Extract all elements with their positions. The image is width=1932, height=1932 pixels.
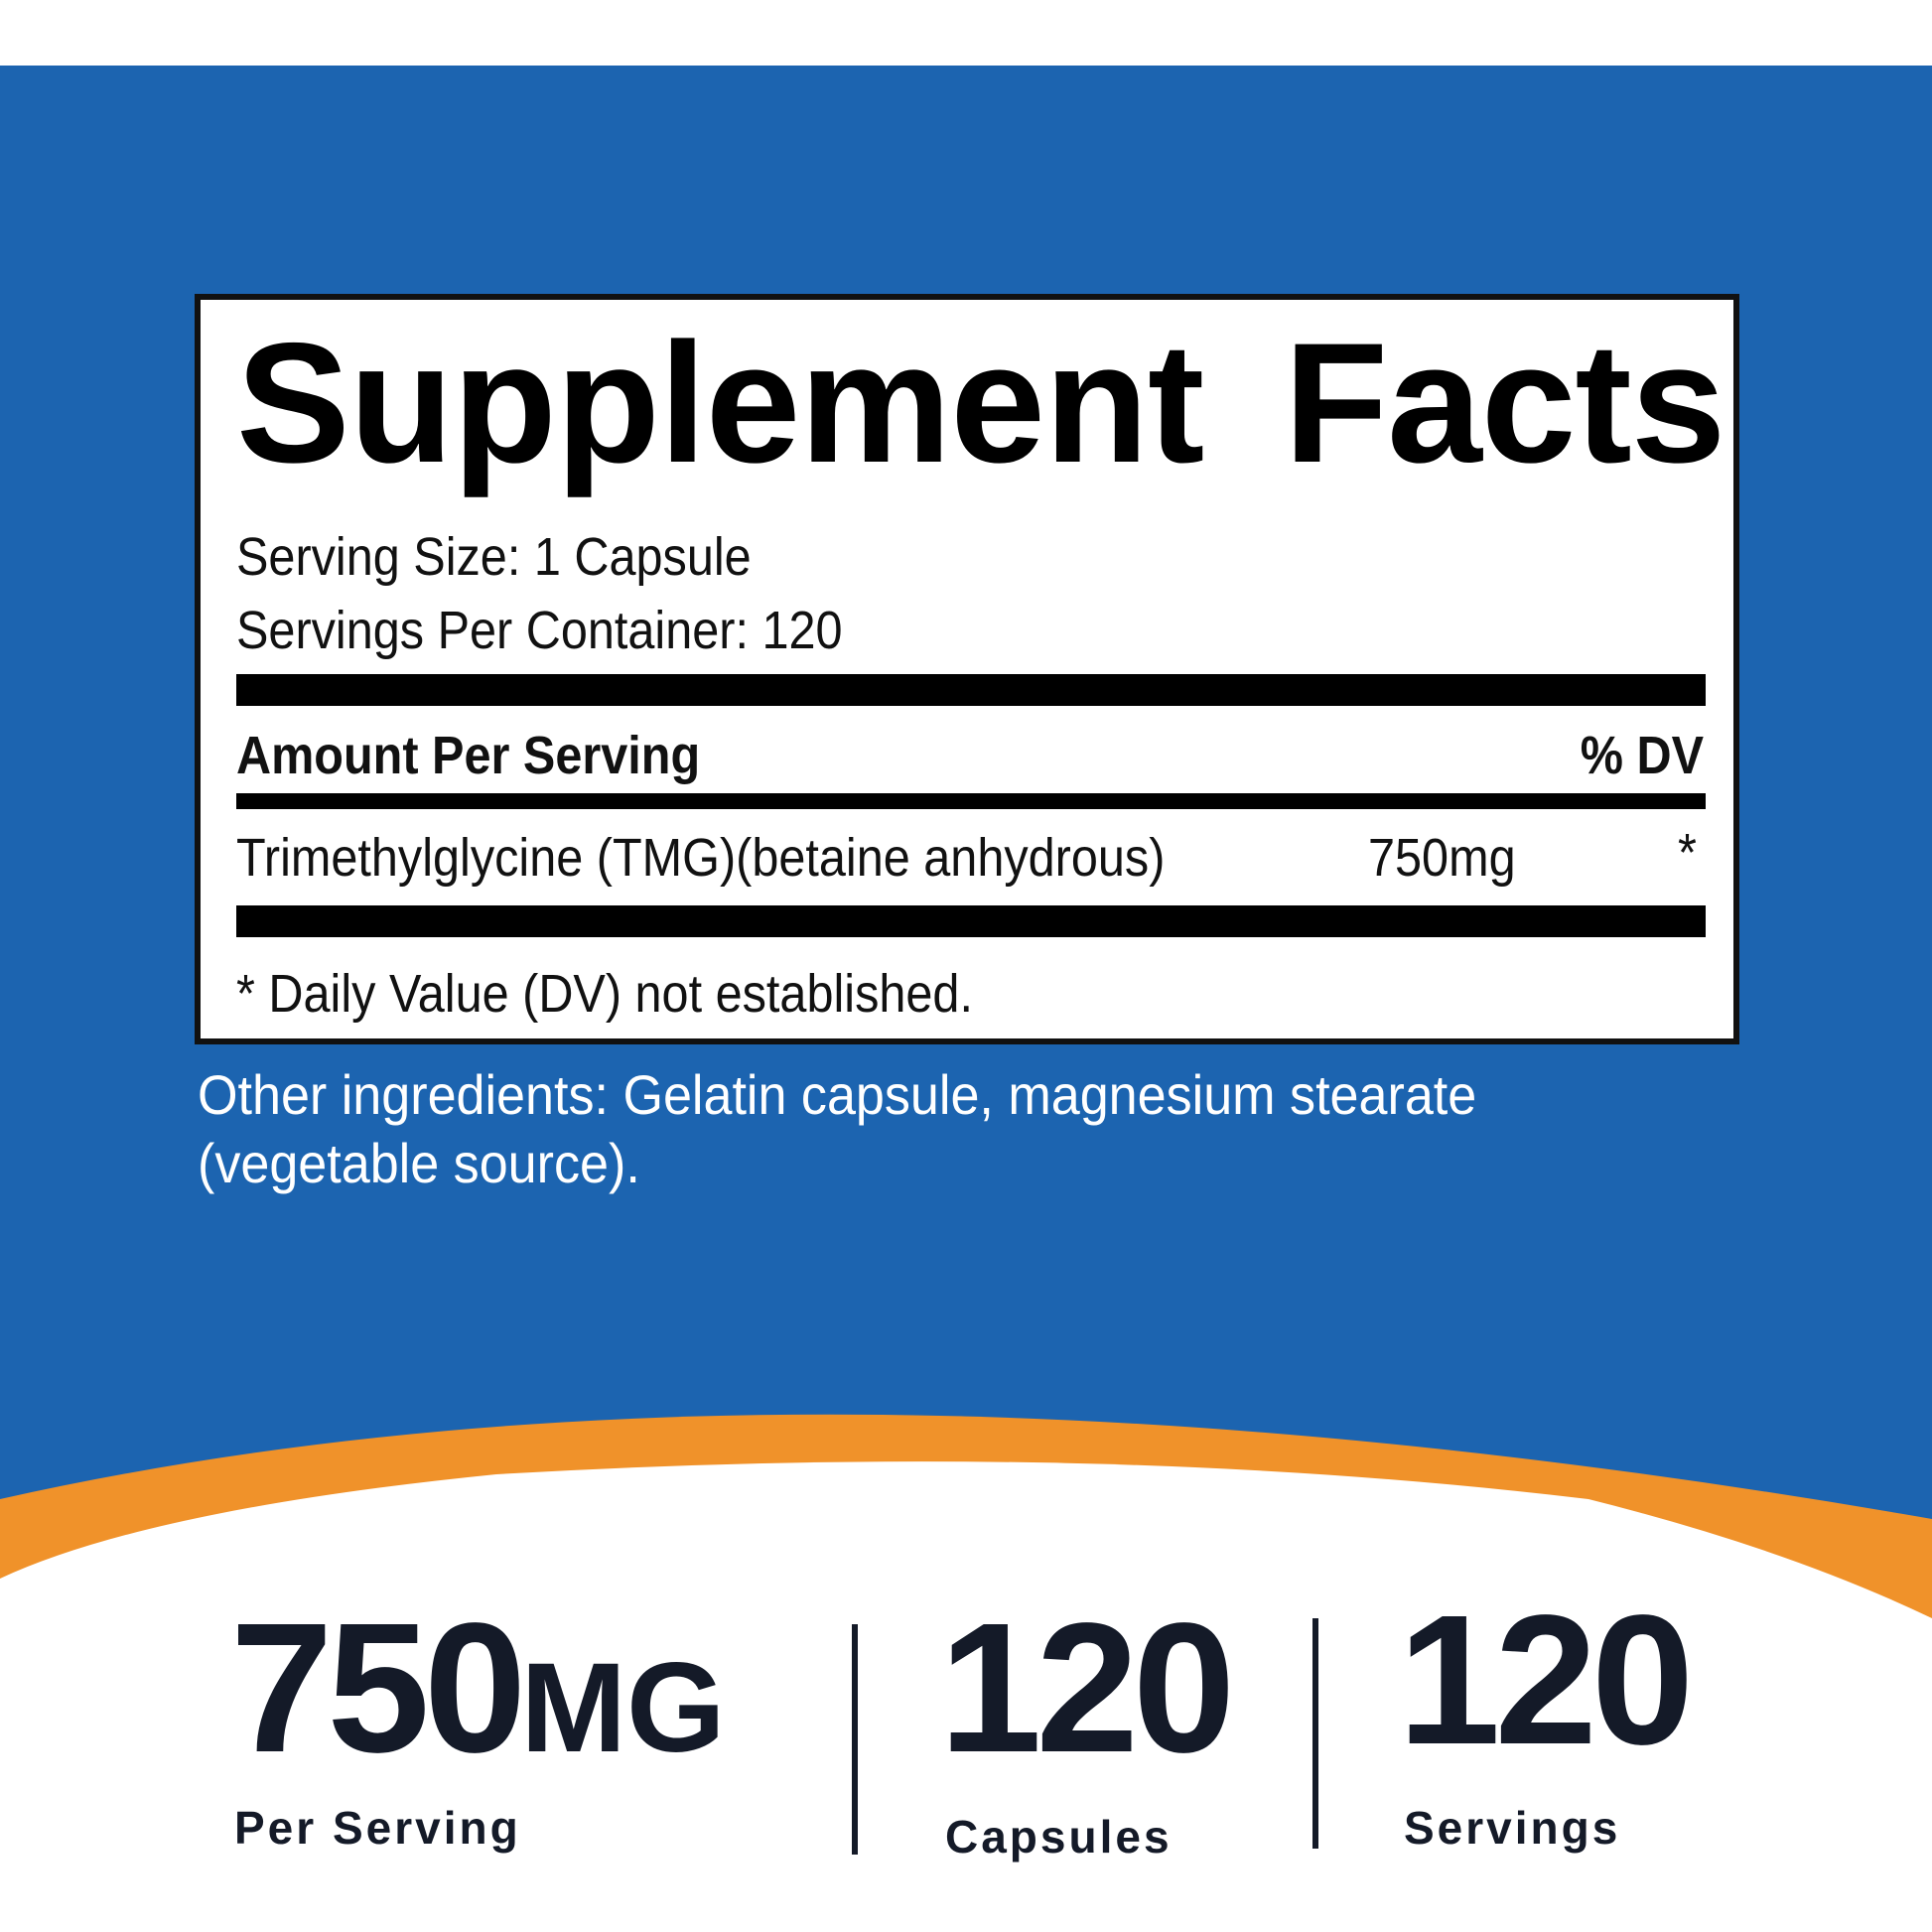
stat-unit: MG — [520, 1637, 726, 1779]
divider-thick — [236, 674, 1706, 706]
facts-title: Supplement Facts — [236, 308, 1725, 498]
divider-medium — [236, 793, 1706, 809]
other-ingredients: Other ingredients: Gelatin capsule, magn… — [198, 1060, 1476, 1197]
stat-divider — [852, 1624, 858, 1855]
stat-label: Capsules — [945, 1811, 1173, 1863]
stat-label: Per Serving — [234, 1802, 521, 1854]
other-ingredients-line: Other ingredients: Gelatin capsule, magn… — [198, 1063, 1477, 1126]
ingredient-dv: * — [1678, 823, 1697, 883]
stat-label: Servings — [1404, 1802, 1621, 1854]
stat-value: 750 — [230, 1586, 526, 1791]
stat-value: 120 — [939, 1586, 1235, 1791]
ingredient-amount: 750mg — [1368, 828, 1516, 888]
stat-value: 120 — [1398, 1578, 1694, 1783]
dv-header: % DV — [1580, 726, 1704, 785]
supplement-facts-panel: Supplement Facts Serving Size: 1 Capsule… — [195, 294, 1739, 1044]
servings-per-container: Servings Per Container: 120 — [236, 601, 843, 660]
ingredient-name: Trimethylglycine (TMG)(betaine anhydrous… — [236, 828, 1166, 888]
footnote: * Daily Value (DV) not established. — [236, 964, 973, 1024]
serving-size: Serving Size: 1 Capsule — [236, 527, 752, 587]
other-ingredients-line: (vegetable source). — [198, 1132, 640, 1194]
white-wave — [0, 1461, 1932, 1932]
stat-divider — [1312, 1618, 1318, 1849]
amount-per-serving-header: Amount Per Serving — [236, 726, 701, 785]
divider-thick — [236, 905, 1706, 937]
